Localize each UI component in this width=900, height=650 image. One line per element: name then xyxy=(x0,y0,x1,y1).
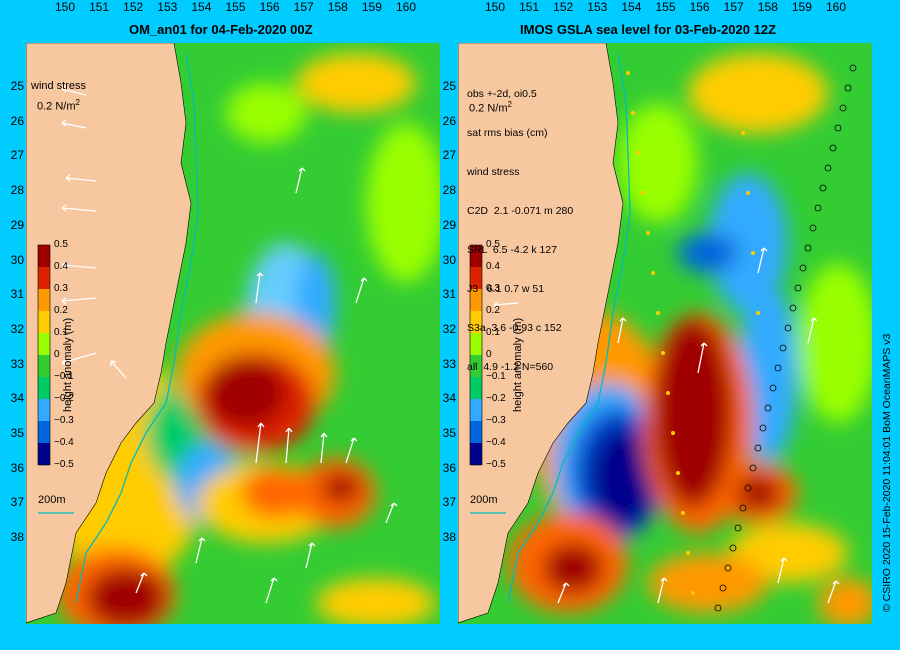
lon-tick-label: 154 xyxy=(621,0,642,14)
colorbar-tick-label: −0.5 xyxy=(486,459,506,470)
lon-tick-label: 150 xyxy=(54,0,76,14)
lon-tick-label: 153 xyxy=(587,0,608,14)
lat-tick-label: 34 xyxy=(10,391,24,406)
lat-tick-label: 35 xyxy=(442,426,456,440)
lat-tick-label: 30 xyxy=(442,252,456,267)
lon-tick-label: 151 xyxy=(519,0,540,14)
colorbar-tick-label: 0.1 xyxy=(54,327,68,338)
lat-tick-label: 26 xyxy=(10,113,24,128)
colorbar-tick-label: 0.5 xyxy=(486,239,500,250)
lat-tick-label: 33 xyxy=(442,356,456,371)
colorbar-tick-label: −0.2 xyxy=(54,393,74,404)
lat-tick-label: 28 xyxy=(10,183,24,198)
colorbar-tick-label: 0 xyxy=(54,349,60,360)
lon-tick-label: 157 xyxy=(723,0,744,14)
lat-tick-label: 26 xyxy=(442,113,456,128)
colorbar-tick-label: −0.4 xyxy=(54,437,74,448)
lat-tick-label: 36 xyxy=(10,460,24,475)
lon-tick-label: 156 xyxy=(259,0,280,14)
colorbar-tick-label: −0.4 xyxy=(486,437,506,448)
lat-tick-label: 31 xyxy=(442,287,456,302)
right-map-field xyxy=(458,43,872,624)
right-stats-box: obs +-2d, oi0.5 sat rms bias (cm) wind s… xyxy=(467,62,573,387)
colorbar-tick-label: 0.4 xyxy=(54,261,68,272)
stats-line: SRL 6.5 -4.2 k 127 xyxy=(467,244,558,256)
colorbar-tick-label: −0.2 xyxy=(486,393,506,404)
colorbar-tick-label: −0.3 xyxy=(486,415,506,426)
right-colorbar-title: height anomaly (m) xyxy=(512,317,524,412)
lon-tick-label: 154 xyxy=(191,0,212,14)
colorbar-tick-label: 0.5 xyxy=(54,239,68,250)
left-map-field xyxy=(26,43,440,624)
satellite-track-s3a xyxy=(626,71,760,595)
lat-tick-label: 37 xyxy=(442,495,456,510)
left-panel-title: OM_an01 for 04-Feb-2020 00Z xyxy=(129,22,313,37)
colorbar-tick-label: 0.2 xyxy=(54,305,68,316)
lat-tick-label: 29 xyxy=(442,217,456,232)
lat-tick-label: 30 xyxy=(10,252,24,267)
left-map[interactable] xyxy=(26,43,440,624)
lat-tick-label: 27 xyxy=(10,148,24,163)
right-isobath-label: 200m xyxy=(470,494,498,506)
colorbar-tick-label: 0.3 xyxy=(486,283,500,294)
satellite-track-j3 xyxy=(714,64,857,612)
right-wind-scale: 0.2 N/m2 xyxy=(469,100,512,115)
lon-tick-label: 152 xyxy=(553,0,574,14)
lat-tick-label: 31 xyxy=(10,287,24,302)
lat-tick-label: 38 xyxy=(10,530,24,545)
lon-tick-label: 153 xyxy=(157,0,178,14)
lat-tick-label: 37 xyxy=(10,495,24,510)
credit-line: © CSIRO 2020 15-Feb-2020 11:04:01 BoM Oc… xyxy=(881,333,893,612)
lat-tick-label: 33 xyxy=(10,356,24,371)
lat-tick-label: 28 xyxy=(442,183,456,198)
colorbar-tick-label: −0.5 xyxy=(54,459,74,470)
lon-tick-label: 159 xyxy=(361,0,382,14)
lon-tick-label: 159 xyxy=(791,0,812,14)
lon-tick-label: 157 xyxy=(293,0,314,14)
lon-tick-label: 152 xyxy=(123,0,144,14)
lat-tick-label: 27 xyxy=(442,148,456,163)
colorbar-tick-label: −0.3 xyxy=(54,415,74,426)
colorbar-tick-label: 0 xyxy=(486,349,492,360)
lon-tick-label: 155 xyxy=(225,0,246,14)
lon-tick-label: 155 xyxy=(655,0,676,14)
lat-tick-label: 32 xyxy=(10,321,24,336)
lat-tick-label: 25 xyxy=(10,79,24,93)
lat-tick-label: 36 xyxy=(442,460,456,475)
stats-line: S3a 3.6 -0.93 c 152 xyxy=(467,322,562,334)
lat-tick-label: 35 xyxy=(10,426,24,440)
left-isobath-label: 200m xyxy=(38,494,66,506)
stats-line: sat rms bias (cm) xyxy=(467,127,548,139)
stats-line: J3 6.1 0.7 w 51 xyxy=(467,283,545,295)
left-wind-label: wind stress xyxy=(31,80,87,92)
colorbar-tick-label: 0.2 xyxy=(486,305,500,316)
lat-tick-label: 25 xyxy=(442,79,456,93)
colorbar-tick-label: −0.1 xyxy=(486,371,506,382)
lon-tick-label: 156 xyxy=(689,0,710,14)
colorbar-tick-label: 0.3 xyxy=(54,283,68,294)
stats-line: wind stress xyxy=(467,166,520,178)
lat-tick-label: 38 xyxy=(442,530,456,545)
lon-tick-label: 160 xyxy=(825,0,847,14)
right-map[interactable] xyxy=(458,43,872,624)
stats-line: all 4.9 -1.2 N=560 xyxy=(467,361,554,373)
right-panel-title: IMOS GSLA sea level for 03-Feb-2020 12Z xyxy=(520,22,777,37)
lon-tick-label: 158 xyxy=(757,0,778,14)
left-colorbar xyxy=(37,244,51,466)
lat-tick-label: 29 xyxy=(10,217,24,232)
lon-tick-label: 150 xyxy=(484,0,506,14)
lon-tick-label: 160 xyxy=(395,0,417,14)
lat-tick-label: 34 xyxy=(442,391,456,406)
lat-tick-label: 32 xyxy=(442,321,456,336)
right-colorbar xyxy=(469,244,483,466)
colorbar-tick-label: 0.4 xyxy=(486,261,500,272)
lon-tick-label: 158 xyxy=(327,0,348,14)
left-wind-scale: 0.2 N/m2 xyxy=(37,98,80,113)
colorbar-tick-label: 0.1 xyxy=(486,327,500,338)
stats-line: obs +-2d, oi0.5 xyxy=(467,88,537,100)
lon-tick-label: 151 xyxy=(89,0,110,14)
colorbar-tick-label: −0.1 xyxy=(54,371,74,382)
stats-line: C2D 2.1 -0.071 m 280 xyxy=(467,205,574,217)
